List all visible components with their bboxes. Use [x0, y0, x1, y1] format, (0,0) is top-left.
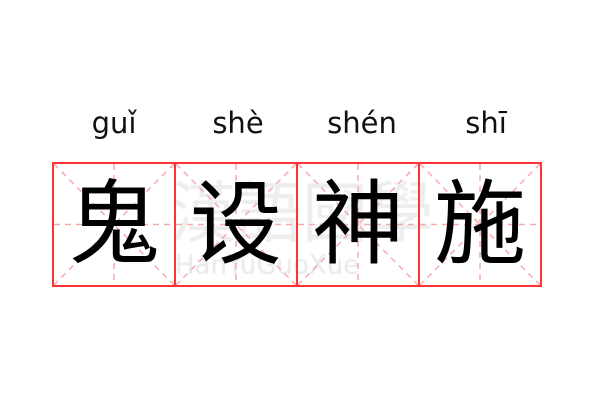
character-box: 神 [296, 162, 420, 287]
character-box: 鬼 [52, 162, 176, 287]
character-box: 施 [418, 162, 542, 287]
hanzi: 鬼 [67, 171, 160, 278]
pinyin: shè [212, 106, 264, 140]
pinyin: shén [327, 106, 397, 140]
character-grid: 鬼 设 神 施 [52, 162, 542, 287]
hanzi: 施 [433, 171, 526, 278]
hanzi: 设 [189, 171, 282, 278]
pinyin-row: guǐ shè shén shī [52, 106, 548, 140]
pinyin: shī [465, 106, 507, 140]
pinyin: guǐ [91, 106, 137, 140]
hanzi: 神 [311, 171, 404, 278]
character-box: 设 [174, 162, 298, 287]
